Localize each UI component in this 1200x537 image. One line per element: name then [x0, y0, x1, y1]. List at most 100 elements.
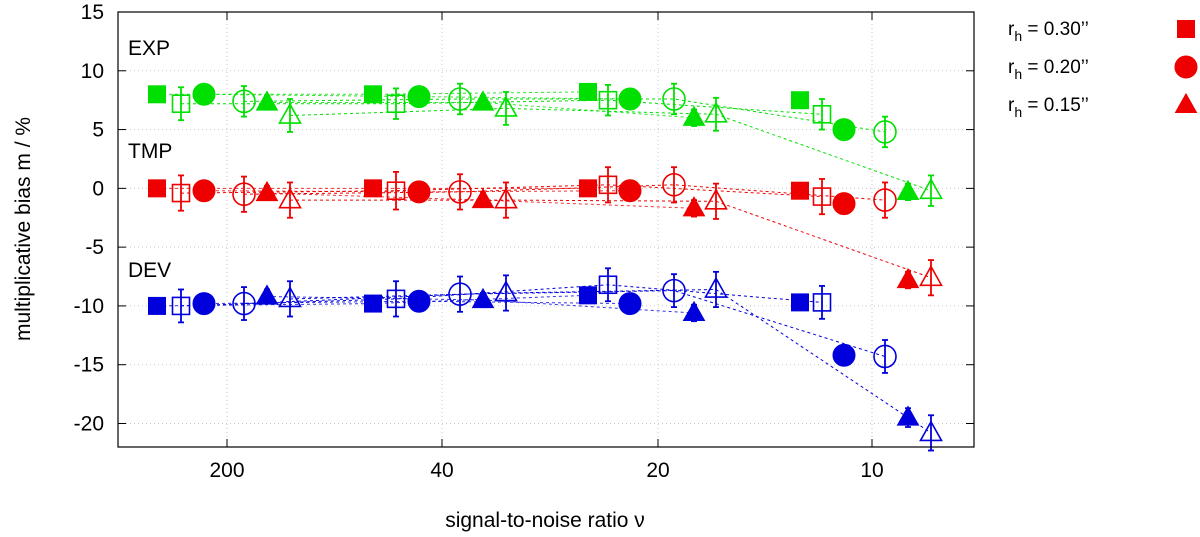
data-point	[598, 166, 618, 204]
data-point	[598, 267, 618, 303]
square-marker	[171, 183, 191, 203]
series-line	[203, 93, 631, 100]
square-marker	[386, 289, 406, 309]
data-point	[896, 405, 920, 428]
data-point	[618, 292, 642, 316]
data-point	[148, 85, 166, 104]
legend-label: rh = 0.20’’	[1008, 57, 1089, 82]
data-point	[873, 115, 897, 149]
data-point	[579, 82, 597, 101]
data-point	[171, 174, 191, 212]
data-point	[386, 87, 406, 120]
data-point	[278, 98, 302, 133]
data-point	[873, 339, 897, 374]
circle-marker	[662, 173, 686, 197]
series-line	[243, 290, 886, 357]
circle-marker	[873, 188, 897, 212]
triangle-marker	[494, 187, 518, 209]
data-point	[896, 267, 920, 290]
square-marker	[598, 275, 618, 295]
square-marker	[171, 296, 191, 316]
data-point	[494, 274, 518, 312]
data-point	[364, 85, 382, 104]
data-point	[255, 90, 279, 111]
data-point	[812, 178, 832, 216]
square-marker	[148, 179, 166, 198]
data-point	[704, 270, 728, 308]
x-axis-ticks: 200 40 20 10	[209, 12, 884, 482]
square-marker	[598, 175, 618, 195]
plot-frame	[117, 11, 975, 448]
data-point	[407, 85, 431, 109]
square-marker	[598, 90, 618, 110]
data-point	[448, 173, 472, 211]
circle-marker	[192, 82, 216, 106]
triangle-marker	[494, 280, 518, 302]
series-line	[289, 107, 932, 192]
data-point	[471, 90, 495, 111]
model-label-exp: EXP	[128, 37, 170, 60]
circle-marker	[232, 291, 256, 316]
model-label-tmp: TMP	[128, 140, 172, 163]
square-marker	[579, 286, 597, 305]
triangle-marker	[255, 90, 279, 111]
square-marker	[791, 181, 809, 200]
data-point	[255, 180, 279, 202]
data-point	[618, 179, 642, 203]
data-point	[255, 284, 279, 305]
legend-circle-marker	[1174, 55, 1198, 79]
triangle-marker	[255, 284, 279, 305]
y-tick-label: 10	[81, 60, 104, 83]
circle-marker	[662, 278, 686, 303]
data-point	[171, 288, 191, 324]
circle-marker	[192, 179, 216, 203]
data-point	[704, 96, 728, 132]
data-point	[192, 179, 216, 203]
data-point	[364, 294, 382, 313]
data-point	[232, 286, 256, 321]
legend-entry: rh = 0.15’’	[1008, 92, 1198, 120]
circle-marker	[232, 182, 256, 207]
data-point	[407, 180, 431, 204]
square-marker	[171, 94, 191, 114]
model-label-dev: DEV	[128, 259, 171, 282]
data-point	[618, 87, 642, 111]
circle-marker	[832, 192, 856, 216]
data-point	[148, 179, 166, 198]
circle-marker	[407, 180, 431, 204]
series-line	[181, 99, 823, 115]
data-point	[579, 286, 597, 305]
x-tick-label: 20	[646, 459, 669, 482]
data-point	[662, 273, 686, 308]
data-point	[192, 292, 216, 316]
triangle-marker	[919, 264, 943, 287]
triangle-marker	[471, 90, 495, 111]
circle-marker	[448, 180, 472, 204]
data-point	[364, 179, 382, 198]
data-point	[896, 179, 920, 202]
data-point	[192, 82, 216, 106]
circle-marker	[873, 344, 897, 369]
data-point	[386, 280, 406, 318]
data-point	[448, 82, 472, 116]
triangle-marker	[471, 287, 495, 309]
legend: rh = 0.30’’ rh = 0.20’’ rh = 0.15’’	[1008, 19, 1198, 120]
legend-label: rh = 0.30’’	[1008, 19, 1089, 44]
series-lines	[156, 91, 932, 434]
legend-label: rh = 0.15’’	[1008, 95, 1089, 120]
data-point	[791, 293, 809, 312]
y-tick-label: -5	[85, 236, 104, 259]
triangle-marker	[896, 267, 920, 289]
circle-marker	[662, 87, 686, 111]
data-point	[148, 296, 166, 315]
series-line	[203, 300, 631, 305]
data-point	[812, 285, 832, 320]
grid	[118, 11, 974, 447]
triangle-marker	[494, 95, 518, 117]
data-point	[598, 83, 618, 117]
y-tick-label: -10	[74, 295, 104, 318]
y-tick-label: -15	[74, 354, 104, 377]
data-point	[682, 196, 706, 218]
y-tick-label: 15	[81, 1, 104, 24]
triangle-marker	[704, 276, 728, 298]
